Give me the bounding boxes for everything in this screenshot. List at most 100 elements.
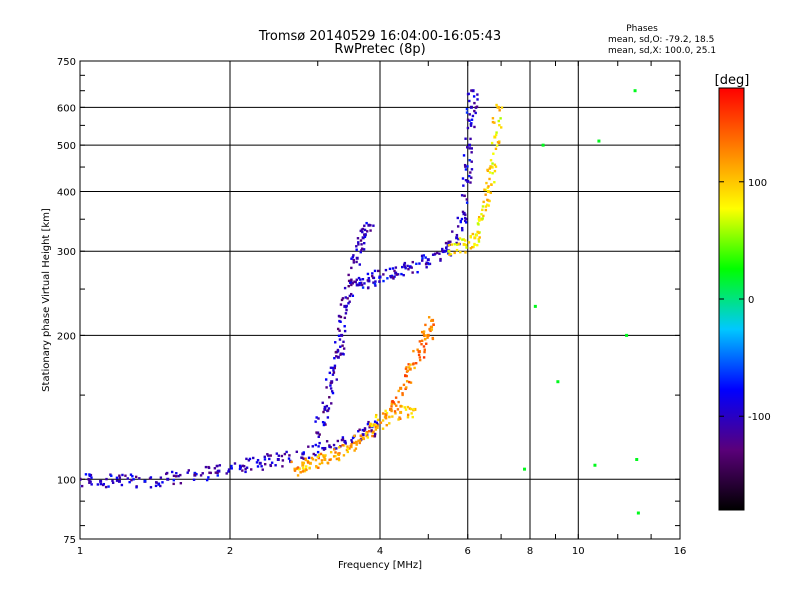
data-point: [363, 233, 366, 236]
data-point: [186, 471, 189, 474]
data-point: [491, 172, 494, 175]
data-point: [102, 482, 106, 486]
data-point: [96, 483, 100, 486]
data-point: [355, 278, 358, 281]
data-point: [456, 225, 460, 228]
data-point: [464, 168, 468, 171]
data-point: [410, 266, 413, 269]
data-point: [347, 279, 351, 283]
data-point: [341, 297, 345, 300]
data-point: [423, 348, 426, 351]
data-point: [143, 479, 147, 483]
data-point: [497, 119, 500, 123]
data-point: [462, 242, 466, 246]
data-point: [457, 237, 460, 241]
data-point: [393, 402, 396, 406]
data-point: [447, 250, 450, 253]
data-point: [478, 219, 481, 222]
data-points: [80, 89, 640, 515]
data-point: [371, 431, 374, 435]
data-point: [466, 126, 470, 130]
data-point: [400, 405, 404, 408]
data-point: [326, 462, 330, 465]
data-point: [339, 345, 342, 348]
data-point: [457, 242, 460, 246]
data-point: [470, 176, 473, 179]
data-point: [362, 429, 366, 432]
data-point: [245, 466, 249, 469]
data-point: [625, 333, 629, 337]
data-point: [470, 147, 473, 150]
data-point: [314, 458, 318, 462]
data-point: [447, 252, 450, 255]
data-point: [343, 316, 347, 320]
data-point: [412, 408, 415, 411]
data-point: [418, 340, 422, 343]
data-point: [378, 276, 381, 279]
data-point: [465, 201, 469, 204]
x-tick-label: 16: [674, 546, 687, 557]
data-point: [389, 407, 393, 411]
data-point: [325, 440, 329, 443]
data-point: [207, 476, 210, 479]
data-point: [344, 442, 347, 445]
data-point: [302, 457, 305, 460]
stats-heading: Phases: [626, 24, 658, 34]
data-point: [408, 380, 411, 384]
data-point: [343, 286, 347, 290]
data-point: [439, 259, 442, 262]
data-point: [87, 478, 91, 481]
data-point: [466, 179, 470, 183]
data-point: [314, 453, 317, 457]
data-point: [340, 298, 344, 302]
data-point: [413, 366, 416, 370]
data-point: [394, 412, 397, 415]
data-point: [320, 461, 324, 465]
data-point: [372, 224, 375, 227]
data-point: [149, 486, 153, 489]
y-tick-label: 100: [57, 475, 76, 486]
data-point: [135, 486, 138, 489]
data-point: [352, 254, 355, 257]
data-point: [487, 199, 490, 202]
data-point: [461, 210, 465, 214]
data-point: [455, 248, 459, 252]
data-point: [394, 266, 398, 269]
data-point: [166, 477, 170, 481]
data-point: [310, 456, 314, 460]
data-point: [384, 412, 387, 416]
data-point: [363, 228, 367, 232]
data-point: [400, 265, 404, 269]
data-point: [350, 266, 353, 270]
data-point: [410, 412, 413, 415]
data-point: [305, 468, 308, 472]
data-point: [99, 482, 103, 486]
data-point: [336, 327, 340, 331]
data-point: [450, 243, 454, 246]
data-point: [376, 418, 380, 422]
data-point: [399, 387, 403, 390]
y-tick-label: 600: [57, 103, 76, 114]
data-point: [464, 243, 468, 247]
data-point: [453, 243, 456, 246]
data-point: [453, 251, 456, 255]
x-axis-label: Frequency [MHz]: [338, 560, 422, 571]
data-point: [316, 450, 320, 454]
data-point: [316, 455, 319, 459]
data-point: [500, 106, 504, 109]
data-point: [366, 436, 369, 439]
data-point: [424, 256, 427, 259]
data-point: [475, 234, 478, 237]
data-point: [317, 445, 320, 448]
data-point: [193, 471, 196, 475]
data-point: [204, 465, 208, 469]
data-point: [348, 300, 351, 303]
data-point: [477, 238, 480, 241]
data-point: [205, 478, 209, 482]
data-point: [296, 474, 300, 477]
data-point: [431, 337, 435, 341]
data-point: [365, 431, 369, 434]
data-point: [404, 408, 408, 411]
data-point: [484, 205, 488, 208]
data-point: [394, 396, 398, 399]
